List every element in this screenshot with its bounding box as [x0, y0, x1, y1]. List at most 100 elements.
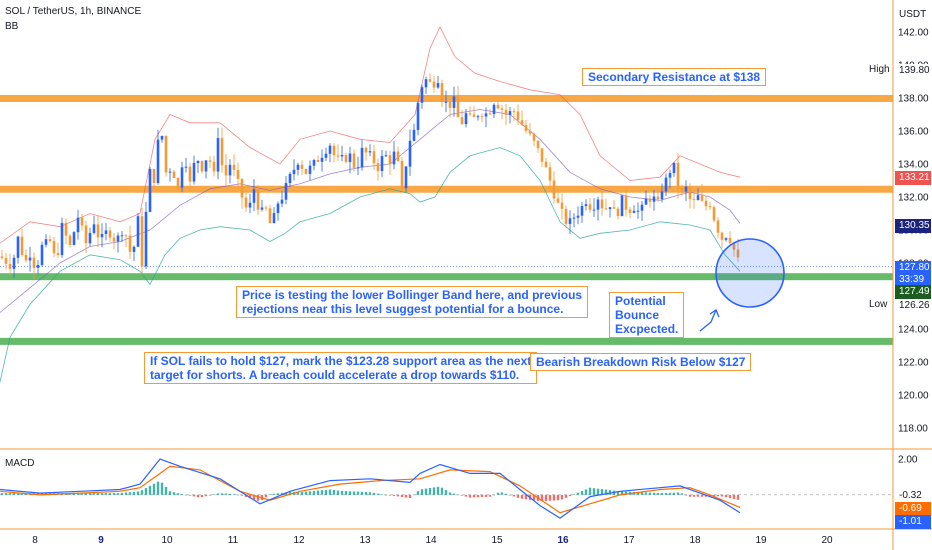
time-tick-label: 10: [161, 535, 173, 546]
candle-body: [12, 257, 16, 269]
candle-body: [516, 111, 520, 121]
candle-body: [456, 96, 460, 118]
macd-histogram-bar: [672, 492, 676, 495]
candle-body: [664, 177, 668, 192]
macd-histogram-bar: [92, 493, 96, 495]
indicator-bb-label[interactable]: BB: [5, 21, 19, 32]
candle-body: [80, 217, 84, 226]
candle-body: [476, 116, 480, 118]
breakdown-note[interactable]: If SOL fails to hold $127, mark the $123…: [144, 352, 538, 384]
candle-body: [448, 101, 452, 108]
macd-label[interactable]: MACD: [5, 458, 35, 469]
candle-body: [500, 108, 504, 110]
macd-histogram-bar: [620, 491, 624, 495]
macd-pane: [0, 458, 893, 519]
macd-histogram-bar: [396, 494, 400, 497]
candle-body: [648, 198, 652, 202]
candle-body: [424, 79, 428, 88]
macd-histogram-bar: [312, 490, 316, 495]
macd-histogram-bar: [392, 494, 396, 496]
macd-histogram-bar: [368, 492, 372, 495]
candle-body: [644, 198, 648, 205]
candle-body: [652, 196, 656, 202]
countdown-tag: 33:39: [895, 273, 931, 287]
candle-body: [136, 216, 140, 247]
macd-histogram-bar: [12, 493, 16, 495]
macd-histogram-bar: [112, 493, 116, 495]
candle-body: [324, 153, 328, 158]
candle-body: [724, 238, 728, 240]
candle-body: [132, 246, 136, 252]
macd-histogram-bar: [148, 485, 152, 495]
macd-histogram-bar: [568, 494, 572, 497]
candle-body: [300, 164, 304, 169]
candle-body: [564, 208, 568, 224]
bounce-note[interactable]: Potential Bounce Excpected.: [609, 292, 685, 338]
hist-value-tag: -1.01: [895, 515, 931, 529]
candle-body: [104, 230, 108, 234]
candle-body: [8, 263, 12, 269]
candle-body: [472, 114, 476, 117]
high-label: High: [869, 64, 890, 75]
macd-histogram-bar: [600, 489, 604, 495]
candle-body: [224, 165, 228, 176]
current-price-tag: 127.80: [895, 261, 931, 275]
macd-histogram-bar: [404, 494, 408, 498]
candles: [0, 73, 740, 279]
macd-histogram-bar: [516, 494, 520, 498]
macd-histogram-bar: [284, 492, 288, 495]
candle-body: [400, 160, 404, 189]
candle-body: [688, 186, 692, 200]
time-tick-label: 12: [293, 535, 305, 546]
macd-histogram-bar: [596, 488, 600, 495]
candle-body: [200, 161, 204, 172]
candle-body: [180, 167, 184, 188]
macd-histogram-bar: [420, 489, 424, 495]
symbol-title[interactable]: SOL / TetherUS, 1h, BINANCE: [5, 6, 142, 17]
secondary-resistance-note[interactable]: Secondary Resistance at $138: [582, 68, 767, 86]
macd-histogram-bar: [344, 491, 348, 495]
candle-body: [548, 167, 552, 181]
macd-histogram-bar: [684, 494, 688, 496]
bollinger-note[interactable]: Price is testing the lower Bollinger Ban…: [236, 286, 589, 318]
macd-histogram-bar: [120, 492, 124, 495]
candle-body: [736, 249, 740, 258]
macd-histogram-bar: [116, 493, 120, 495]
candle-body: [208, 160, 212, 162]
candle-body: [128, 235, 132, 252]
macd-histogram-bar: [548, 494, 552, 501]
macd-histogram-bar: [168, 491, 172, 495]
macd-signal-line: [0, 465, 741, 514]
candle-body: [716, 220, 720, 233]
price-tick-label: 142.00: [898, 28, 929, 39]
candle-body: [720, 232, 724, 240]
macd-histogram-bar: [296, 492, 300, 495]
macd-histogram-bar: [204, 494, 208, 497]
macd-histogram-bar: [232, 494, 236, 495]
candle-body: [144, 211, 148, 267]
macd-histogram-bar: [436, 486, 440, 495]
candle-body: [216, 138, 220, 172]
macd-histogram-bar: [4, 493, 8, 495]
breakdown-risk-note[interactable]: Bearish Breakdown Risk Below $127: [530, 353, 752, 371]
candle-body: [328, 145, 332, 154]
candle-body: [596, 199, 600, 210]
candle-body: [572, 217, 576, 219]
candle-body: [88, 233, 92, 244]
macd-histogram-bar: [664, 492, 668, 495]
candle-body: [48, 239, 52, 242]
macd-histogram-bar: [380, 494, 384, 495]
support-band-123: [0, 337, 893, 345]
candle-body: [684, 186, 688, 192]
candle-body: [464, 113, 468, 125]
macd-histogram-bar: [572, 494, 576, 495]
candle-body: [52, 241, 56, 254]
candle-body: [32, 257, 36, 268]
macd-histogram-bar: [132, 491, 136, 495]
macd-histogram-bar: [696, 494, 700, 497]
macd-histogram-bar: [688, 494, 692, 497]
candle-body: [220, 138, 224, 166]
macd-histogram-bar: [592, 488, 596, 495]
macd-histogram-bar: [504, 493, 508, 495]
